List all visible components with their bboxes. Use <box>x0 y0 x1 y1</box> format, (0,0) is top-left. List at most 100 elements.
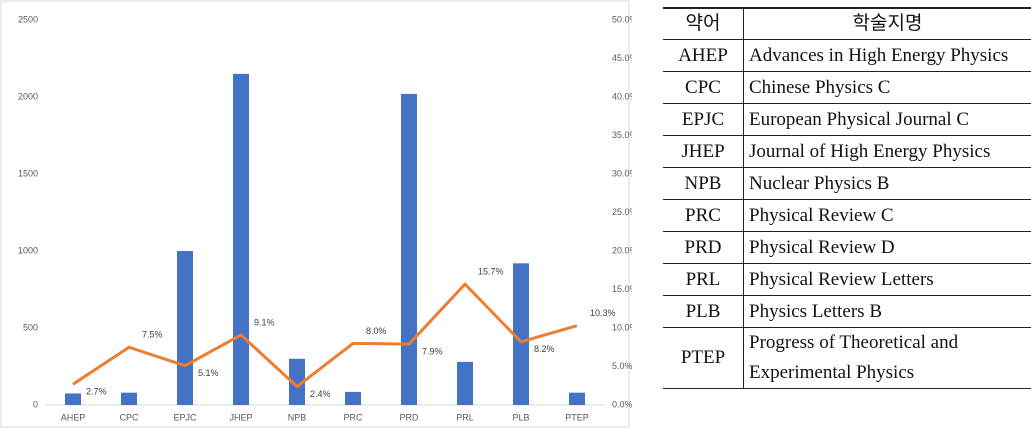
x-tick-label: NPB <box>288 412 307 422</box>
header-cell: 학술지명 <box>743 7 1031 40</box>
data-label: 8.0% <box>366 326 387 336</box>
bar <box>289 358 305 405</box>
cell-text: PRD <box>684 236 722 258</box>
table-row: PRC Physical Review C <box>663 199 1031 232</box>
journal-name: European Physical Journal C <box>743 103 1031 136</box>
journal-name: Physical Review D <box>743 231 1031 264</box>
y2-tick-label: 25.0% <box>612 207 632 217</box>
abbreviation: PRC <box>663 199 744 232</box>
x-tick-label: PLB <box>512 412 529 422</box>
journal-name: Journal of High Energy Physics <box>743 135 1031 168</box>
y2-tick-label: 45.0% <box>612 53 632 63</box>
journal-name: Advances in High Energy Physics <box>743 39 1031 72</box>
y2-tick-label: 50.0% <box>612 14 632 24</box>
abbreviation: PTEP <box>663 327 744 389</box>
x-tick-label: PRL <box>456 412 474 422</box>
y2-tick-label: 20.0% <box>612 245 632 255</box>
cell-text: Chinese Physics C <box>749 76 891 98</box>
cell-text: PRC <box>685 204 721 226</box>
data-label: 15.7% <box>478 266 504 276</box>
bar <box>401 93 417 406</box>
cell-text: AHEP <box>678 44 728 66</box>
y2-tick-label: 15.0% <box>612 284 632 294</box>
table-row: PLB Physics Letters B <box>663 295 1031 328</box>
y2-tick-label: 10.0% <box>612 322 632 332</box>
data-label: 2.7% <box>86 387 107 397</box>
journal-name: Chinese Physics C <box>743 71 1031 104</box>
x-tick-label: PTEP <box>565 412 589 422</box>
bar <box>345 391 361 405</box>
cell-text: European Physical Journal C <box>749 108 970 130</box>
x-tick-label: PRC <box>343 412 363 422</box>
journal-name: Physical Review Letters <box>743 263 1031 296</box>
table-row: PRD Physical Review D <box>663 231 1031 264</box>
cell-text: PTEP <box>680 347 726 368</box>
cell-text: PRL <box>685 268 721 290</box>
journal-name: Physical Review C <box>743 199 1031 232</box>
bar <box>569 392 585 405</box>
cell-text: NPB <box>684 172 722 194</box>
journal-name: Nuclear Physics B <box>743 167 1031 200</box>
y2-tick-label: 0.0% <box>612 399 632 409</box>
table-row: JHEP Journal of High Energy Physics <box>663 135 1031 168</box>
y2-tick-label: 35.0% <box>612 130 632 140</box>
table-row: PRL Physical Review Letters <box>663 263 1031 296</box>
y-tick-label: 0 <box>33 399 38 409</box>
data-label: 2.4% <box>310 389 331 399</box>
cell-text: Physical Review D <box>749 236 895 258</box>
x-tick-label: AHEP <box>61 412 86 422</box>
line <box>72 282 578 389</box>
table-row: CPC Chinese Physics C <box>663 71 1031 104</box>
abbreviation: PRD <box>663 231 744 264</box>
chart-border <box>0 0 630 428</box>
cell-text: Progress of Theoretical and Experimental… <box>749 332 959 383</box>
journal-name: Physics Letters B <box>743 295 1031 328</box>
y-tick-label: 1500 <box>18 168 38 178</box>
data-label: 10.3% <box>590 308 616 318</box>
abbreviation: CPC <box>663 71 744 104</box>
journal-name: Progress of Theoretical and Experimental… <box>743 327 1031 389</box>
cell-text: JHEP <box>681 140 725 162</box>
cell-text: Nuclear Physics B <box>749 172 890 194</box>
table-row: AHEP Advances in High Energy Physics <box>663 39 1031 72</box>
y-tick-label: 1000 <box>18 245 38 255</box>
data-label: 5.1% <box>198 368 219 378</box>
cell-text: Physical Review Letters <box>749 268 934 290</box>
cell-text: EPJC <box>681 108 725 130</box>
chart: 0 500 1000 1500 2000 2500 0.0% 5.0% 10.0% 15.0% 20… <box>0 0 632 428</box>
table-row: NPB Nuclear Physics B <box>663 167 1031 200</box>
bar <box>121 392 137 405</box>
bar <box>457 361 473 405</box>
bar <box>513 263 529 405</box>
cell-text: Physics Letters B <box>749 300 882 322</box>
journal-table: 약어 학술지명 AHEP Advances in High Energy Physic… <box>663 7 1031 389</box>
y-tick-label: 500 <box>23 322 38 332</box>
cell-text: Advances in High Energy Physics <box>749 44 1009 66</box>
header-cell: 약어 <box>663 7 744 40</box>
table-row: EPJC European Physical Journal C <box>663 103 1031 136</box>
cell-text: CPC <box>685 76 721 98</box>
abbreviation: NPB <box>663 167 744 200</box>
abbreviation: JHEP <box>663 135 744 168</box>
y2-tick-label: 5.0% <box>612 361 632 371</box>
bar <box>233 73 249 406</box>
data-label: 9.1% <box>254 317 275 327</box>
cell-text: Journal of High Energy Physics <box>749 140 991 162</box>
x-tick-label: PRD <box>399 412 419 422</box>
y-tick-label: 2500 <box>18 14 38 24</box>
y2-tick-label: 40.0% <box>612 91 632 101</box>
data-label: 7.5% <box>142 330 163 340</box>
bar <box>65 393 81 405</box>
header-row: 약어 학술지명 <box>663 7 1031 40</box>
table-row: PTEP Progress of Theoretical and Experime… <box>663 327 1031 389</box>
y-tick-label: 2000 <box>18 91 38 101</box>
x-tick-label: JHEP <box>229 412 252 422</box>
abbreviation: AHEP <box>663 39 744 72</box>
cell-text: Physical Review C <box>749 204 894 226</box>
x-tick-label: EPJC <box>173 412 197 422</box>
data-label: 8.2% <box>534 344 555 354</box>
y2-tick-label: 30.0% <box>612 168 632 178</box>
cell-text: PLB <box>685 300 721 322</box>
abbreviation: PLB <box>663 295 744 328</box>
